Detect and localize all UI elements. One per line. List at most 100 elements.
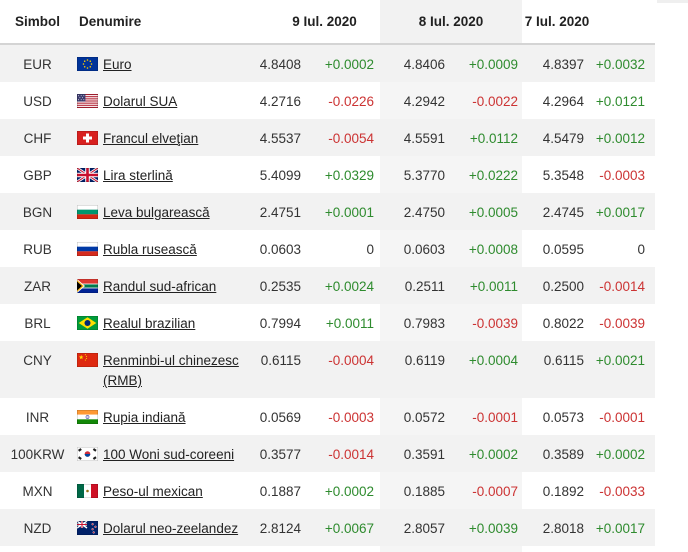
rate-value: 0.8022 [542, 316, 585, 331]
kr-flag-icon [77, 447, 98, 461]
rate-value: 0.6115 [240, 341, 302, 398]
rate-value: 5.3548 [542, 168, 585, 183]
currency-name-link[interactable]: 100 Woni sud-coreeni [103, 447, 235, 462]
currency-name-link[interactable]: Randul sud-african [103, 279, 217, 294]
rate-change: +0.0009 [448, 44, 523, 82]
partial-cell [302, 546, 380, 552]
table-header: Simbol Denumire 9 Iul. 2020 8 Iul. 2020 … [0, 0, 656, 45]
rate-change: -0.0014 [302, 435, 381, 472]
currency-name-cell: Lira sterlină [75, 156, 240, 193]
currency-name-cell: Francul elveţian [75, 119, 240, 156]
currency-name-link[interactable]: Euro [103, 57, 132, 72]
rate-value: 0.1885 [380, 472, 449, 509]
currency-row-zar: ZAR Randul sud-african 0.2535 +0.0024 0.2511… [0, 267, 656, 304]
currency-name-cell: Rupia indiană [75, 398, 240, 435]
currency-symbol: RUB [23, 242, 52, 257]
column-header-name: Denumire [75, 0, 240, 45]
rate-value: 2.4750 [380, 193, 449, 230]
column-header-date-1: 9 Iul. 2020 [240, 0, 381, 45]
rate-value: 0.7994 [259, 316, 301, 331]
currency-row-mxn: MXN Peso-ul mexican 0.1887 +0.0002 0.1885 -0.… [0, 472, 655, 509]
currency-name-link[interactable]: Renminbi-ul chinezesc (RMB) [103, 353, 239, 388]
partial-cell [586, 546, 655, 552]
currency-name-link[interactable]: Leva bulgarească [103, 205, 210, 220]
rate-change: -0.0001 [599, 410, 646, 425]
exchange-rates-table: Simbol Denumire 9 Iul. 2020 8 Iul. 2020 … [0, 0, 656, 552]
rate-change: +0.0067 [302, 509, 381, 546]
rate-value: 2.4751 [240, 193, 302, 230]
currency-name-link[interactable]: Francul elveţian [103, 131, 199, 146]
rate-value: 0.6119 [380, 341, 449, 398]
rate-value: 4.5591 [380, 119, 449, 156]
rate-change: +0.0017 [586, 509, 656, 546]
rate-change: +0.0011 [448, 267, 523, 304]
rate-value: 4.8406 [380, 44, 449, 82]
rate-value: 4.8397 [522, 44, 587, 82]
currency-name-link[interactable]: Dolarul neo-zeelandez [103, 521, 239, 536]
currency-symbol: GBP [23, 168, 52, 183]
partial-cell [240, 546, 302, 552]
nz-flag-icon [77, 521, 98, 535]
currency-name-cell: Randul sud-african [75, 267, 240, 304]
rate-value: 5.4099 [259, 168, 301, 183]
bg-flag-icon [77, 205, 98, 219]
rate-value: 2.8057 [380, 509, 449, 546]
rate-value: 2.8124 [240, 509, 302, 546]
currency-name-link[interactable]: Lira sterlină [103, 168, 173, 183]
currency-symbol: INR [25, 410, 50, 425]
rate-change: -0.0003 [599, 168, 646, 183]
rate-change: +0.0112 [448, 119, 523, 156]
currency-name-cell: Renminbi-ul chinezesc (RMB) [75, 341, 240, 398]
rate-change: -0.0054 [302, 119, 381, 156]
currency-symbol: BGN [0, 193, 75, 230]
currency-name-cell: Euro [75, 44, 240, 82]
rate-change: +0.0008 [448, 230, 523, 267]
rate-value: 0.3589 [522, 435, 587, 472]
rate-change: +0.0032 [586, 44, 656, 82]
currency-name-cell: 100 Woni sud-coreeni [75, 435, 240, 472]
ch-flag-icon [77, 131, 98, 145]
rate-change: +0.0001 [302, 193, 381, 230]
rate-value: 0.0603 [380, 230, 449, 267]
currency-symbol: 100KRW [0, 435, 75, 472]
rate-change: +0.0329 [324, 168, 375, 183]
rate-change: +0.0004 [448, 341, 523, 398]
rate-change: +0.0002 [448, 435, 523, 472]
partial-cell [380, 546, 449, 552]
currency-name-link[interactable]: Peso-ul mexican [103, 484, 203, 499]
rate-value: 5.3770 [380, 156, 449, 193]
rate-change: +0.0121 [595, 94, 646, 109]
br-flag-icon [77, 316, 98, 330]
partial-cell [75, 546, 240, 552]
currency-symbol: NZD [0, 509, 75, 546]
rate-value: 0.2500 [522, 267, 587, 304]
rate-value: 4.2942 [380, 82, 449, 119]
currency-name-link[interactable]: Dolarul SUA [103, 94, 178, 109]
currency-symbol: CHF [0, 119, 75, 156]
currency-symbol: CNY [0, 341, 75, 398]
za-flag-icon [77, 279, 98, 293]
rate-value: 0.0595 [542, 242, 585, 257]
in-flag-icon [77, 410, 98, 424]
rate-change: +0.0024 [302, 267, 381, 304]
currency-symbol: MXN [22, 484, 53, 499]
partial-cell [522, 546, 586, 552]
currency-name-link[interactable]: Realul brazilian [103, 316, 196, 331]
currency-row-nzd: NZD Dolarul neo-zeelandez 2.8124 +0.0067 2.8… [0, 509, 656, 546]
rate-value: 4.5537 [240, 119, 302, 156]
scrollbar-fragment[interactable] [657, 0, 688, 3]
rate-change: +0.0011 [325, 316, 375, 331]
cn-flag-icon [77, 353, 98, 367]
currency-row-chf: CHF Francul elveţian 4.5537 -0.0054 4.5591 +0… [0, 119, 656, 156]
rate-change: -0.0226 [328, 94, 375, 109]
currency-name-cell: Rubla rusească [75, 230, 240, 267]
currency-name-link[interactable]: Rubla rusească [103, 242, 197, 257]
rate-change: 0 [637, 242, 646, 257]
currency-name-link[interactable]: Rupia indiană [103, 410, 186, 425]
partial-cell [0, 546, 75, 552]
rate-value: 0.7983 [380, 304, 449, 341]
currency-name-cell: Realul brazilian [75, 304, 240, 341]
rate-value: 0.3577 [240, 435, 302, 472]
column-header-date-3: 7 Iul. 2020 [522, 0, 656, 45]
rate-value: 4.5479 [522, 119, 587, 156]
